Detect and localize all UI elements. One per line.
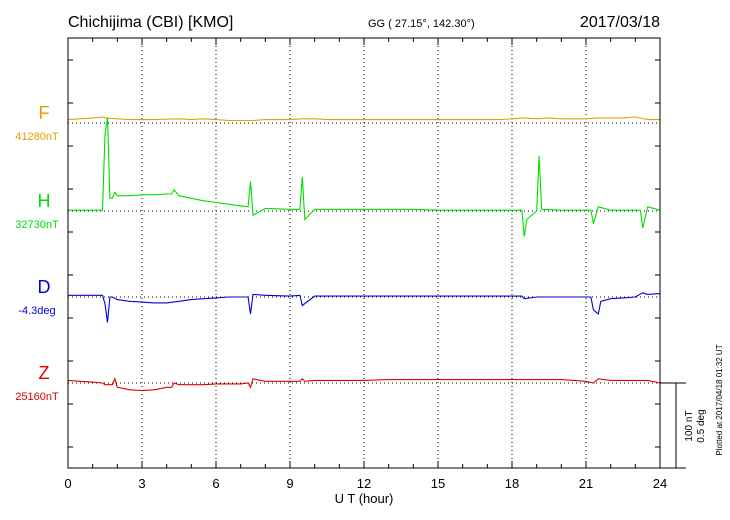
scale-bar-deg-label: 0.5 deg	[696, 409, 707, 442]
x-tick-label: 0	[64, 476, 71, 491]
scale-bar-nt-label: 100 nT	[684, 410, 695, 441]
series-baseline-d: -4.3deg	[18, 305, 55, 317]
plotted-at-note: Plotted at 2017/04/18 01:32 UT	[715, 344, 724, 455]
date-label: 2017/03/18	[580, 14, 660, 31]
x-tick-label: 21	[579, 476, 593, 491]
series-name-f: F	[39, 103, 50, 123]
x-tick-label: 12	[357, 476, 371, 491]
grid-layer	[141, 38, 587, 468]
coordinates-label: GG ( 27.15°, 142.30°)	[368, 18, 475, 30]
series-layer	[67, 116, 661, 392]
baseline-layer	[68, 122, 686, 384]
series-baseline-z: 25160nT	[15, 391, 59, 403]
series-baseline-h: 32730nT	[15, 219, 59, 231]
label-layer: F 41280nT H 32730nT D -4.3deg Z 25160nT	[15, 103, 59, 403]
x-tick-label: 9	[286, 476, 293, 491]
x-tick-label: 24	[653, 476, 667, 491]
x-tick-label: 15	[431, 476, 445, 491]
plot-frame	[67, 37, 661, 469]
series-line-z	[67, 377, 661, 392]
series-name-d: D	[38, 277, 51, 297]
x-tick-label: 3	[138, 476, 145, 491]
series-line-f	[67, 116, 660, 122]
x-axis-title: U T (hour)	[335, 491, 394, 506]
station-title: Chichijima (CBI) [KMO]	[68, 14, 233, 31]
series-line-d	[68, 292, 661, 323]
tick-layer: 0 3 6 9 12 15 18 21 24	[64, 38, 667, 491]
series-name-z: Z	[39, 363, 50, 383]
series-name-h: H	[38, 191, 51, 211]
x-tick-label: 18	[505, 476, 519, 491]
scale-bar: 100 nT 0.5 deg	[660, 382, 707, 469]
series-line-h	[68, 117, 661, 237]
x-tick-label: 6	[212, 476, 219, 491]
series-baseline-f: 41280nT	[15, 131, 59, 143]
